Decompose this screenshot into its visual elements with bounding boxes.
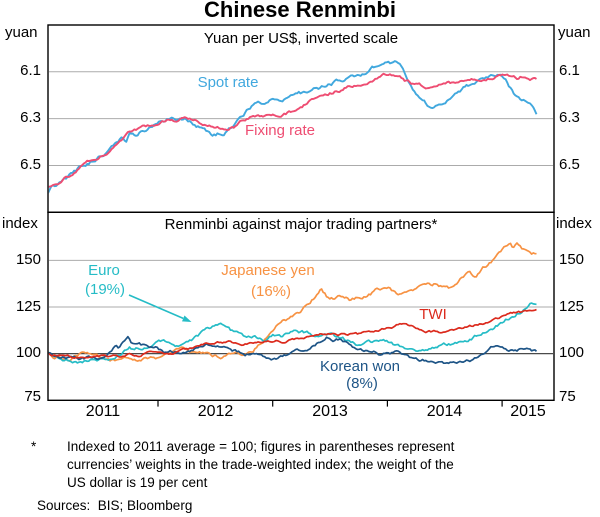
ytick-125-left: 125: [15, 298, 41, 315]
twi-label: TWI: [419, 306, 447, 323]
japanese-yen-line: [48, 242, 537, 362]
euro-label: Euro: [88, 262, 120, 279]
footnote-marker: *: [31, 439, 37, 454]
ytick-6.1-right: 6.1: [559, 62, 580, 79]
ytick-75-right: 75: [559, 388, 576, 405]
xtick-2011: 2011: [85, 403, 121, 420]
won-label: Korean won: [319, 358, 401, 375]
footnote-line-1: Indexed to 2011 average = 100; figures i…: [67, 439, 455, 454]
xtick-2015: 2015: [510, 403, 546, 420]
ytick-75-left: 75: [24, 388, 41, 405]
won-weight-label: (8%): [346, 375, 378, 392]
korean-won-line: [48, 335, 538, 365]
ytick-150-right: 150: [559, 251, 585, 268]
euro-arrowhead-icon: [182, 315, 192, 322]
fixing-rate-label: Fixing rate: [244, 122, 316, 139]
xtick-2014: 2014: [426, 403, 463, 420]
ytick-6.5-left: 6.5: [20, 156, 41, 173]
bottom-panel-caption: Renminbi against major trading partners*: [164, 216, 438, 233]
ytick-6.5-right: 6.5: [559, 156, 580, 173]
spot-rate-label: Spot rate: [197, 74, 259, 91]
y-unit-top-left: yuan: [5, 24, 38, 41]
spot-rate-line: [48, 60, 538, 194]
ytick-6.3-left: 6.3: [20, 109, 41, 126]
y-unit-top-right: yuan: [558, 24, 591, 41]
ytick-6.3-right: 6.3: [559, 109, 580, 126]
sources-line: Sources: BIS; Bloomberg: [37, 498, 193, 513]
bottom-panel-border: [47, 211, 555, 402]
ytick-150-left: 150: [15, 251, 41, 268]
yen-label: Japanese yen: [221, 262, 315, 279]
ytick-125-right: 125: [559, 298, 585, 315]
y-unit-bottom-right: index: [556, 215, 592, 232]
twi-line: [48, 308, 537, 360]
ytick-100-left: 100: [15, 344, 41, 361]
euro-weight-label: (19%): [84, 281, 126, 298]
fixing-rate-line: [48, 72, 537, 188]
xtick-2013: 2013: [312, 403, 348, 420]
y-unit-bottom-left: index: [2, 215, 38, 232]
ytick-100-right: 100: [559, 344, 585, 361]
ytick-6.1-left: 6.1: [20, 62, 41, 79]
yen-weight-label: (16%): [250, 283, 292, 300]
xtick-2012: 2012: [197, 403, 234, 420]
euro-line: [48, 302, 537, 364]
footnote-line-2: currencies’ weights in the trade-weighte…: [67, 457, 454, 472]
euro-arrow: [128, 294, 184, 320]
chart-title: Chinese Renminbi: [204, 0, 396, 22]
footnote-line-3: US dollar is 19 per cent: [67, 475, 208, 490]
top-panel-caption: Yuan per US$, inverted scale: [203, 30, 399, 47]
